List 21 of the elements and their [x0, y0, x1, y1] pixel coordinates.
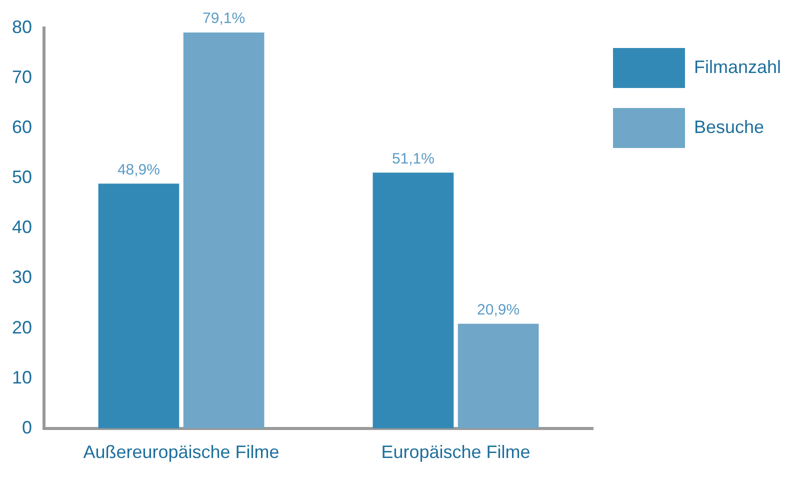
- x-tick-label: Außereuropäische Filme: [83, 442, 280, 462]
- y-tick-label: 70: [12, 67, 32, 88]
- data-label: 48,9%: [117, 161, 160, 178]
- bar: [458, 324, 539, 428]
- legend-label: Filmanzahl: [694, 56, 782, 77]
- legend-label: Besuche: [694, 116, 764, 137]
- y-tick-label: 20: [12, 317, 32, 338]
- data-label: 51,1%: [392, 150, 434, 168]
- y-tick-label: 80: [12, 16, 32, 37]
- bar: [183, 32, 264, 428]
- data-label: 79,1%: [202, 10, 246, 28]
- bar: [98, 184, 180, 428]
- y-tick-label: 0: [22, 417, 32, 438]
- y-tick-label: 50: [12, 167, 32, 188]
- y-tick-label: 60: [12, 117, 32, 138]
- y-tick-label: 10: [12, 367, 32, 388]
- data-label: 20,9%: [477, 301, 520, 318]
- y-tick-label: 30: [12, 267, 32, 288]
- y-tick-label: 40: [12, 217, 32, 238]
- x-tick-label: Europäische Filme: [381, 442, 530, 462]
- bar: [372, 172, 454, 428]
